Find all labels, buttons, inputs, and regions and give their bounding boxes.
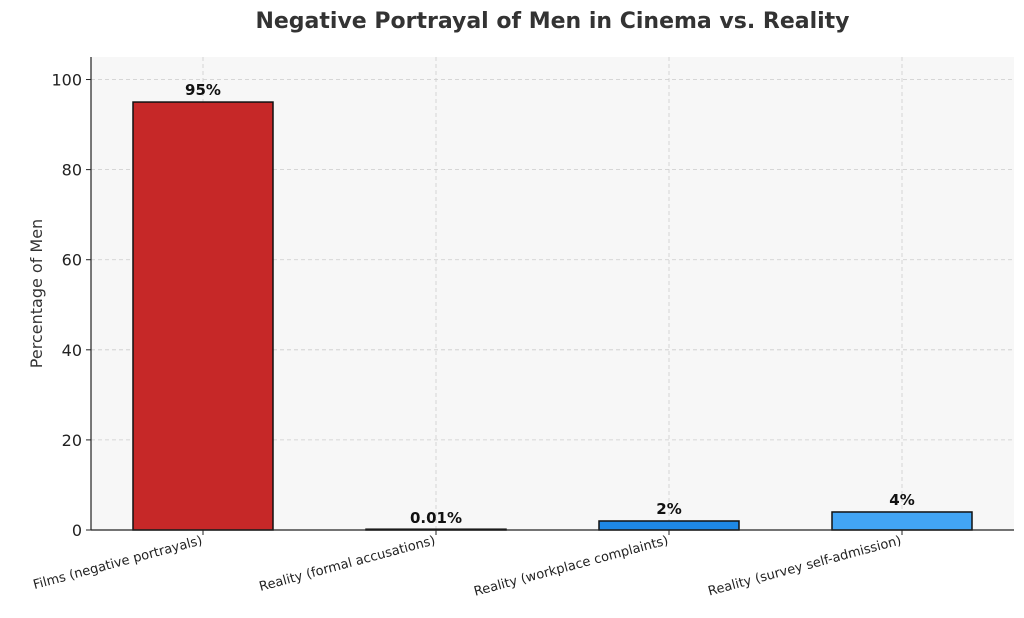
data-labels: 95% 0.01% 2% 4%	[185, 81, 915, 527]
x-tick-label: Reality (survey self-admission)	[707, 533, 903, 599]
data-label: 2%	[656, 500, 681, 518]
y-tick-label: 0	[72, 521, 82, 540]
data-label: 0.01%	[410, 509, 462, 527]
x-tick-label: Reality (workplace complaints)	[472, 533, 670, 599]
bar	[831, 511, 973, 531]
x-tick-label: Reality (formal accusations)	[258, 533, 437, 595]
y-tick-label: 20	[62, 431, 82, 450]
chart-title: Negative Portrayal of Men in Cinema vs. …	[255, 9, 849, 34]
bar	[132, 101, 274, 531]
bars	[132, 101, 973, 531]
y-tick-label: 100	[51, 71, 82, 90]
y-tick-label: 80	[62, 161, 82, 180]
bar	[598, 520, 740, 531]
y-tick-label: 60	[62, 251, 82, 270]
data-label: 4%	[889, 491, 914, 509]
y-tick-label: 40	[62, 341, 82, 360]
y-axis-label: Percentage of Men	[27, 219, 46, 368]
x-tick-label: Films (negative portrayals)	[32, 533, 204, 593]
data-label: 95%	[185, 81, 221, 99]
